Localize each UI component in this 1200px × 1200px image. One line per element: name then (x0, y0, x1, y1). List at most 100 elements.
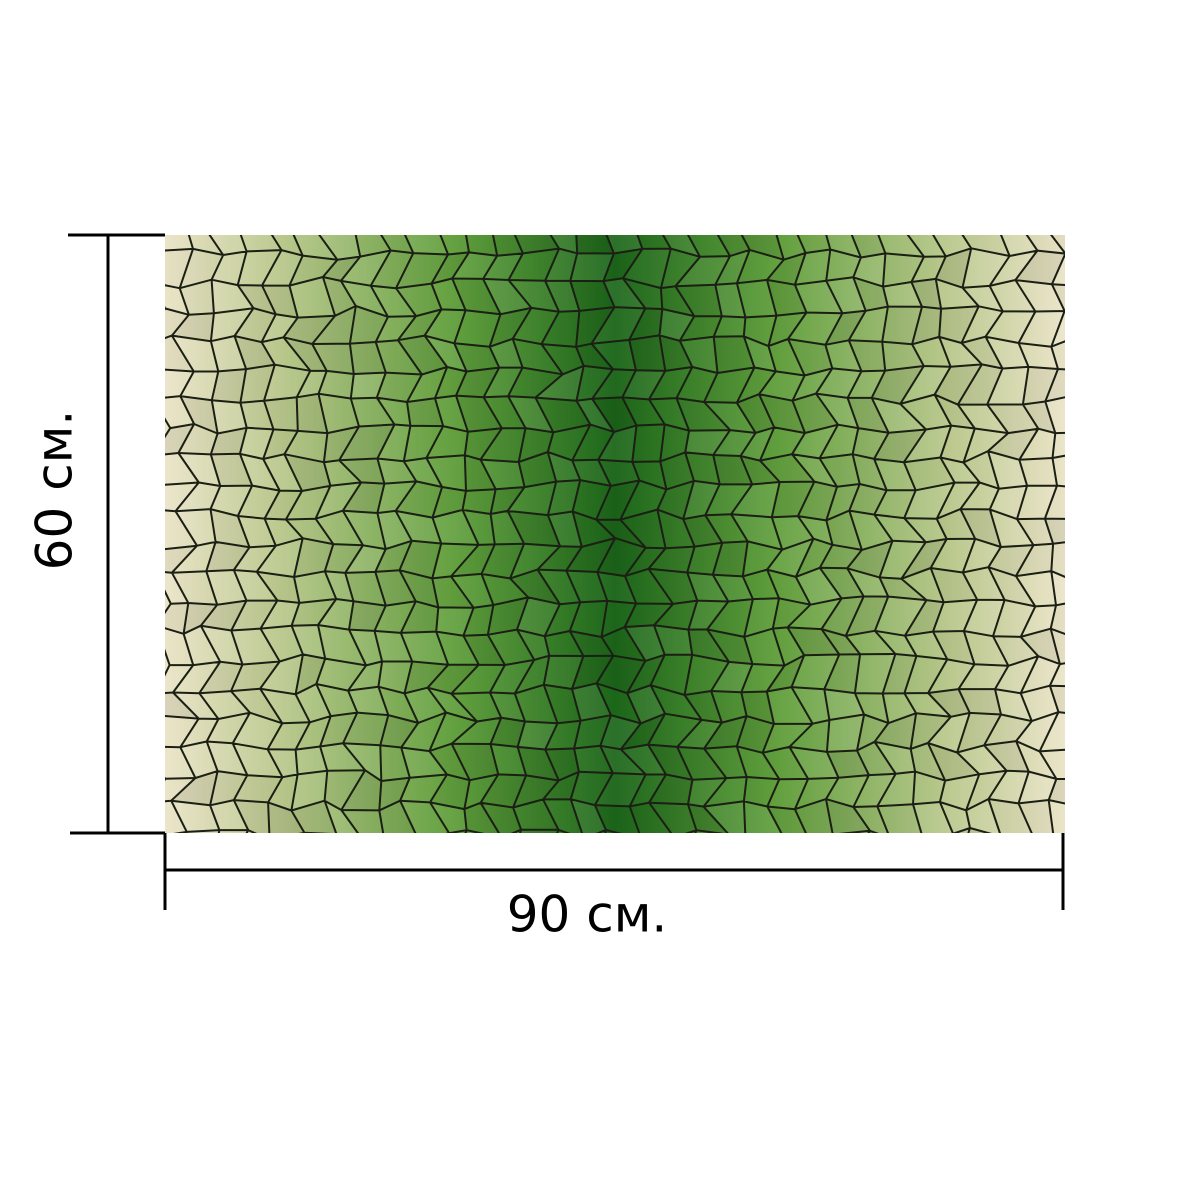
mosaic-cell (397, 335, 448, 375)
mosaic-cell (199, 661, 243, 694)
mosaic-cell (210, 427, 247, 455)
mosaic-cell (1016, 712, 1059, 752)
mosaic-cell (570, 280, 615, 311)
mosaic-cell (348, 629, 383, 666)
mosaic-cell (483, 367, 523, 398)
mosaic-cell (766, 655, 805, 692)
mosaic (165, 235, 1121, 869)
mosaic-cell (985, 336, 1029, 369)
mosaic-cell (165, 665, 194, 693)
mosaic-cell (1071, 336, 1121, 373)
mosaic-cell (165, 545, 197, 573)
mosaic-cell (452, 252, 498, 279)
mosaic-cell (1045, 369, 1065, 402)
mosaic-cell (380, 715, 419, 748)
mosaic-cell (792, 393, 838, 433)
mosaic-cell (928, 689, 970, 717)
mosaic-cell (210, 308, 254, 342)
mosaic-cell (703, 801, 746, 833)
mosaic-cell (178, 453, 221, 486)
mosaic-cell (984, 741, 1029, 772)
mosaic-cell (1074, 279, 1112, 316)
mosaic-cell (659, 335, 693, 371)
mosaic-cell (317, 599, 354, 630)
mosaic-cell (429, 774, 470, 810)
mosaic-cell (260, 654, 303, 695)
mosaic-cell (649, 774, 693, 805)
mosaic-cell (510, 569, 560, 605)
mosaic-cell (319, 235, 361, 260)
mosaic-cell (795, 567, 842, 605)
mosaic-cell (1018, 771, 1057, 804)
mosaic-cell (233, 800, 270, 833)
mosaic-cell (464, 802, 499, 833)
mosaic-cell (490, 487, 525, 514)
mosaic-cell (572, 683, 611, 721)
mosaic-cell (480, 802, 522, 833)
mosaic-cell (1048, 778, 1065, 804)
mosaic-cell (717, 235, 750, 257)
mosaic-cell (400, 631, 449, 665)
mosaic-cell (712, 574, 753, 602)
mosaic-cell (939, 336, 982, 367)
mosaic-cell (465, 830, 480, 833)
mosaic-cell (576, 398, 615, 432)
mosaic-cell (1070, 598, 1115, 637)
mosaic-cell (597, 538, 646, 577)
mosaic-cell (653, 625, 693, 655)
mosaic-cell (815, 393, 859, 429)
mosaic-cell (743, 336, 776, 372)
width-label: 90 см. (507, 886, 668, 944)
mosaic-cell (704, 402, 756, 433)
mosaic-cell (684, 690, 722, 723)
mosaic-cell (939, 774, 980, 811)
mosaic-cell (794, 280, 843, 314)
mosaic-cell (962, 248, 1010, 288)
mosaic-cell (206, 541, 250, 572)
mosaic-cell (165, 423, 195, 455)
mosaic-cell (322, 256, 361, 281)
mosaic-cell (688, 830, 697, 833)
mosaic-cell (1069, 576, 1114, 600)
mosaic-cell (927, 743, 980, 781)
mosaic-cell (513, 829, 522, 833)
mosaic-cell (1080, 453, 1120, 489)
mosaic-cell (508, 279, 560, 312)
mosaic-cell (186, 830, 220, 833)
mosaic-cell (935, 248, 972, 288)
mosaic-cell (957, 745, 1007, 775)
mosaic-cell (480, 459, 525, 490)
mosaic-cell (903, 425, 952, 463)
mosaic-cell (598, 425, 637, 462)
mosaic-cell (620, 744, 667, 775)
mosaic-cell (1049, 800, 1090, 840)
mosaic-cell (165, 692, 199, 719)
mosaic-cell (183, 625, 221, 666)
mosaic-cell (957, 712, 1002, 753)
mosaic-cell (1045, 397, 1065, 434)
mosaic-cell (1044, 831, 1090, 864)
mosaic-cell (736, 394, 775, 433)
mosaic-cell (403, 458, 443, 488)
mosaic-cell (824, 689, 865, 720)
mosaic-cell (596, 480, 640, 520)
mosaic-cell (376, 838, 419, 869)
mosaic-cell (464, 455, 496, 491)
mosaic-cell (377, 510, 412, 550)
mosaic-cell (851, 235, 886, 258)
height-label: 60 см. (26, 410, 84, 571)
mosaic-cell (791, 687, 830, 724)
mosaic-cell (1020, 685, 1059, 722)
mosaic-cell (1022, 835, 1054, 863)
mosaic-cell (1049, 685, 1065, 713)
mosaic-cell (454, 343, 500, 372)
mosaic-cell (375, 570, 416, 606)
mosaic-cell (291, 800, 337, 833)
mosaic-cell (513, 775, 559, 808)
mosaic-cell (884, 838, 923, 862)
mosaic-cell (431, 252, 469, 284)
mosaic-cell (399, 833, 449, 867)
mosaic-cell (603, 278, 646, 309)
mosaic-cell (1080, 425, 1121, 459)
mosaic-lines (165, 235, 1065, 833)
